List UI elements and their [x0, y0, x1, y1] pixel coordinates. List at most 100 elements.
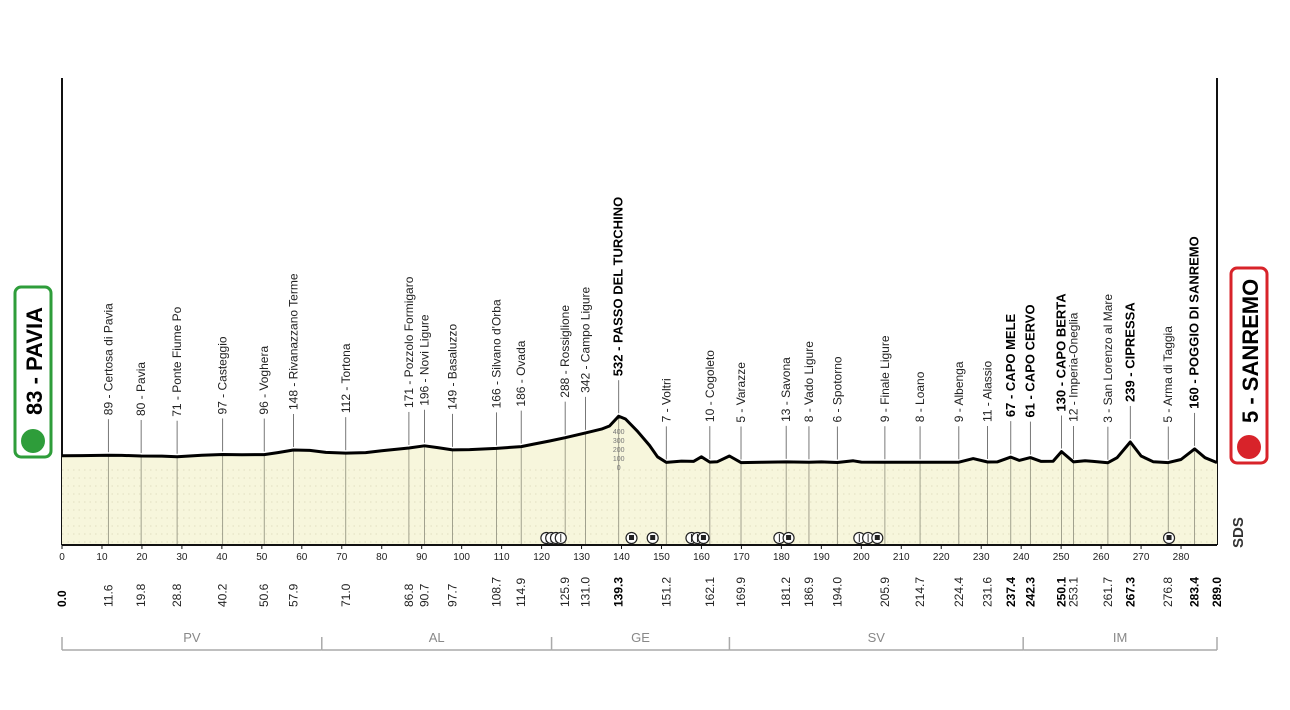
- place-label: 3 - San Lorenzo al Mare: [1101, 294, 1115, 423]
- tick-label: 120: [533, 552, 550, 563]
- altitude-scale-label: 400: [613, 429, 625, 436]
- tick-label: 70: [336, 552, 348, 563]
- tick-label: 80: [376, 552, 388, 563]
- province-label: IM: [1113, 630, 1127, 645]
- tick-label: 200: [853, 552, 870, 563]
- feed-zone-icon: [1162, 531, 1176, 545]
- place-label: 130 - CAPO BERTA: [1054, 293, 1069, 412]
- place-label: 148 - Rivanazzano Terme: [286, 273, 300, 410]
- distance-label: 261.7: [1101, 577, 1115, 607]
- place-label: 10 - Cogoleto: [703, 350, 717, 422]
- tick-label: 50: [256, 552, 268, 563]
- altitude-scale-label: 300: [613, 438, 625, 445]
- place-label: 9 - Albenga: [952, 361, 966, 422]
- distance-label: 139.3: [612, 577, 626, 607]
- start-cyclist-icon: [21, 429, 45, 453]
- province-label: PV: [183, 630, 201, 645]
- distance-label: 108.7: [489, 577, 503, 607]
- distance-label: 194.0: [830, 577, 844, 607]
- place-labels: 89 - Certosa di Pavia 80 - Pavia 71 - Pont…: [101, 197, 1201, 423]
- distance-label: 90.7: [418, 583, 432, 607]
- tick-label: 40: [216, 552, 228, 563]
- distance-label: 253.1: [1067, 577, 1081, 607]
- distance-label: 181.2: [779, 577, 793, 607]
- feed-zone-icon: [782, 531, 795, 545]
- feed-zone-icon: [625, 531, 638, 545]
- distance-label: 283.4: [1188, 577, 1202, 607]
- feed-zone-icon: [697, 531, 710, 545]
- distance-label: 205.9: [878, 577, 892, 607]
- distance-label: 214.7: [913, 577, 927, 607]
- feed-zone-icon: [646, 531, 659, 545]
- distance-label: 267.3: [1123, 577, 1137, 607]
- distance-label: 131.0: [579, 577, 593, 607]
- place-label: 11 - Alassio: [981, 361, 995, 422]
- distance-label: 114.9: [514, 578, 528, 607]
- place-label: 112 - Tortona: [339, 343, 353, 413]
- distance-labels: 0.0 11.6 19.8 28.8 40.2 50.6 57.9 71.0 86.8 90.7 9…: [55, 577, 1224, 607]
- place-label: 239 - CIPRESSA: [1122, 302, 1137, 402]
- place-label: 89 - Certosa di Pavia: [101, 303, 115, 415]
- tick-label: 180: [773, 552, 790, 563]
- place-label: 342 - Campo Ligure: [579, 287, 593, 393]
- place-label: 5 - Varazze: [734, 362, 748, 423]
- place-label: 61 - CAPO CERVO: [1022, 304, 1037, 417]
- tick-label: 100: [453, 552, 470, 563]
- distance-label: 231.6: [981, 577, 995, 607]
- place-label: 160 - POGGIO DI SANREMO: [1187, 236, 1202, 409]
- tick-label: 220: [933, 552, 950, 563]
- distance-label: 125.9: [558, 577, 572, 607]
- distance-label: 250.1: [1055, 577, 1069, 607]
- distance-label: 0.0: [55, 590, 69, 607]
- tick-label: 240: [1013, 552, 1030, 563]
- place-label: 71 - Ponte Fiume Po: [170, 306, 184, 416]
- distance-label: 169.9: [734, 577, 748, 607]
- distance-label: 50.6: [257, 583, 271, 607]
- distance-label: 97.7: [446, 583, 460, 607]
- distance-label: 151.2: [659, 577, 673, 607]
- start-badge: 83 - PAVIA: [13, 285, 53, 459]
- place-label: 166 - Silvano d'Orba: [489, 299, 503, 408]
- tick-label: 10: [96, 552, 108, 563]
- place-label: 13 - Savona: [779, 357, 793, 422]
- tick-label: 60: [296, 552, 308, 563]
- tick-label: 260: [1093, 552, 1110, 563]
- route-markers: [540, 531, 1176, 545]
- distance-label: 289.0: [1210, 577, 1224, 607]
- distance-label: 11.6: [101, 584, 115, 607]
- place-label: 9 - Finale Ligure: [878, 335, 892, 422]
- place-label: 171 - Pozzolo Formigaro: [402, 276, 416, 408]
- distance-label: 86.8: [402, 583, 416, 607]
- place-label: 532 - PASSO DEL TURCHINO: [611, 197, 626, 376]
- tick-label: 110: [494, 552, 510, 563]
- profile-grid: [62, 469, 1217, 543]
- tick-label: 250: [1053, 552, 1070, 563]
- start-box: [13, 285, 53, 459]
- distance-label: 162.1: [703, 577, 717, 607]
- tick-label: 280: [1173, 552, 1190, 563]
- distance-label: 71.0: [339, 583, 353, 607]
- tick-label: 130: [573, 552, 590, 563]
- distance-label: 186.9: [802, 577, 816, 607]
- distance-label: 57.9: [286, 583, 300, 607]
- tick-label: 160: [693, 552, 710, 563]
- tick-label: 20: [136, 552, 148, 563]
- finish-box: [1229, 266, 1269, 465]
- finish-label: 5 - SANREMO: [1238, 279, 1263, 423]
- province-bands: PV AL GE SV IM: [61, 630, 1218, 651]
- tick-label: 270: [1133, 552, 1150, 563]
- place-label: 96 - Voghera: [257, 346, 271, 415]
- tick-label: 170: [733, 552, 750, 563]
- profile-fill: [62, 416, 1217, 545]
- elevation-profile: [61, 380, 1218, 545]
- distance-label: 40.2: [216, 583, 230, 607]
- place-label: 6 - Spotorno: [830, 356, 844, 422]
- finish-badge: 5 - SANREMO: [1229, 266, 1269, 465]
- tick-label: 230: [973, 552, 990, 563]
- tunnel-icon: [554, 531, 567, 545]
- place-label: 186 - Ovada: [514, 340, 528, 406]
- altitude-scale-label: 0: [617, 465, 621, 472]
- tick-label: 90: [416, 552, 428, 563]
- distance-label: 224.4: [952, 577, 966, 607]
